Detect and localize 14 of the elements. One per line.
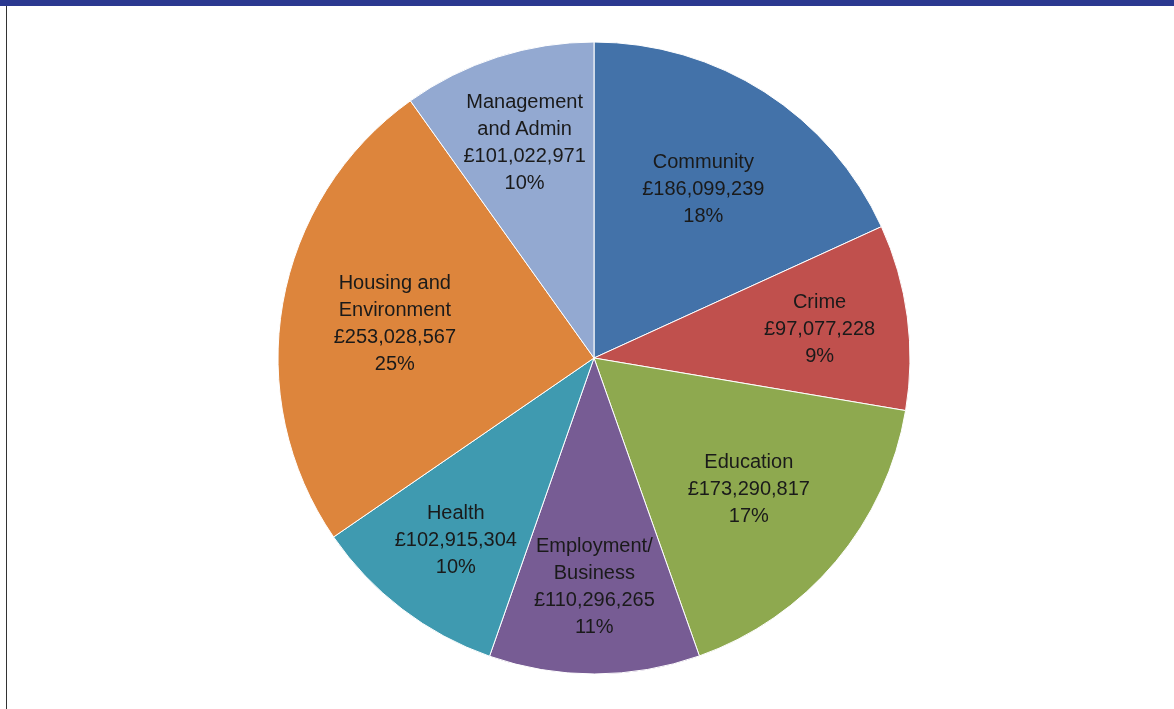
slice-label: Employment/Business [535, 534, 654, 584]
slice-label: Health [426, 500, 485, 523]
data-label: £253,028,567 25% [333, 325, 456, 375]
slice-label: Education [704, 450, 794, 473]
data-label: £110,296,265 11% [533, 588, 655, 638]
slice-label: Crime [792, 290, 847, 313]
data-label: £101,022,971 10% [463, 143, 586, 193]
slice-label: Community [652, 149, 754, 172]
slice-label: Management and Admin [466, 89, 584, 139]
data-label: £186,099,239 18% [642, 176, 765, 226]
data-label: £173,290,817 17% [687, 477, 810, 527]
data-label: £102,915,304 10% [394, 527, 517, 577]
slice-label: Housing and Environment [338, 271, 452, 321]
data-label: £97,077,228 9% [763, 317, 876, 367]
